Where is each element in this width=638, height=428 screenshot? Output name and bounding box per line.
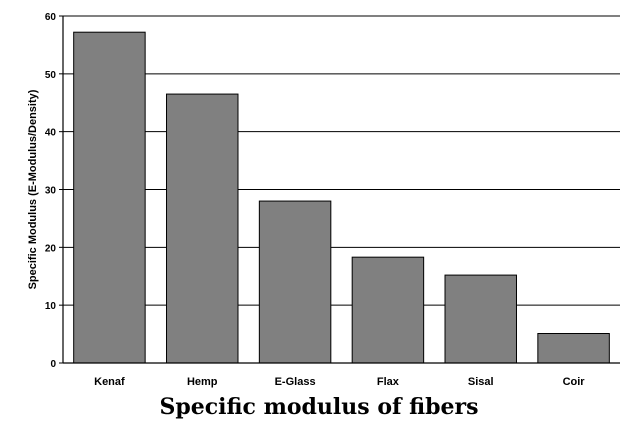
y-tick-label: 50 <box>45 70 57 81</box>
bar-chart: 0 10 20 30 40 50 60 Kenaf Hemp E-Glass Flax Sisal Co… <box>27 12 620 388</box>
x-tick-label: Kenaf <box>94 376 125 388</box>
chart-caption: Specific modulus of fibers <box>159 394 479 420</box>
x-tick-label: Sisal <box>468 376 494 388</box>
y-tick-label: 0 <box>50 359 56 370</box>
bar-coir <box>537 333 610 364</box>
axes: 0 10 20 30 40 50 60 Kenaf Hemp E-Glass Flax Sisal Co… <box>45 12 620 388</box>
y-tick-label: 60 <box>45 12 57 23</box>
bars <box>73 31 610 364</box>
y-axis-title: Specific Modulus (E-Modulus/Density) <box>27 89 39 289</box>
y-tick-label: 30 <box>45 186 57 197</box>
bar-e-glass <box>258 200 332 364</box>
x-tick-label: E-Glass <box>275 376 316 388</box>
y-tick-label: 10 <box>45 301 57 312</box>
x-tick-label: Coir <box>563 376 586 388</box>
bar-kenaf <box>73 31 146 364</box>
x-tick-label: Flax <box>377 376 400 388</box>
bar-hemp <box>166 93 239 364</box>
bar-flax <box>351 256 425 364</box>
grid-lines <box>63 15 620 306</box>
y-tick-label: 20 <box>45 243 57 254</box>
x-tick-label: Hemp <box>187 376 218 388</box>
y-tick-label: 40 <box>45 128 57 139</box>
bar-sisal <box>444 274 517 364</box>
